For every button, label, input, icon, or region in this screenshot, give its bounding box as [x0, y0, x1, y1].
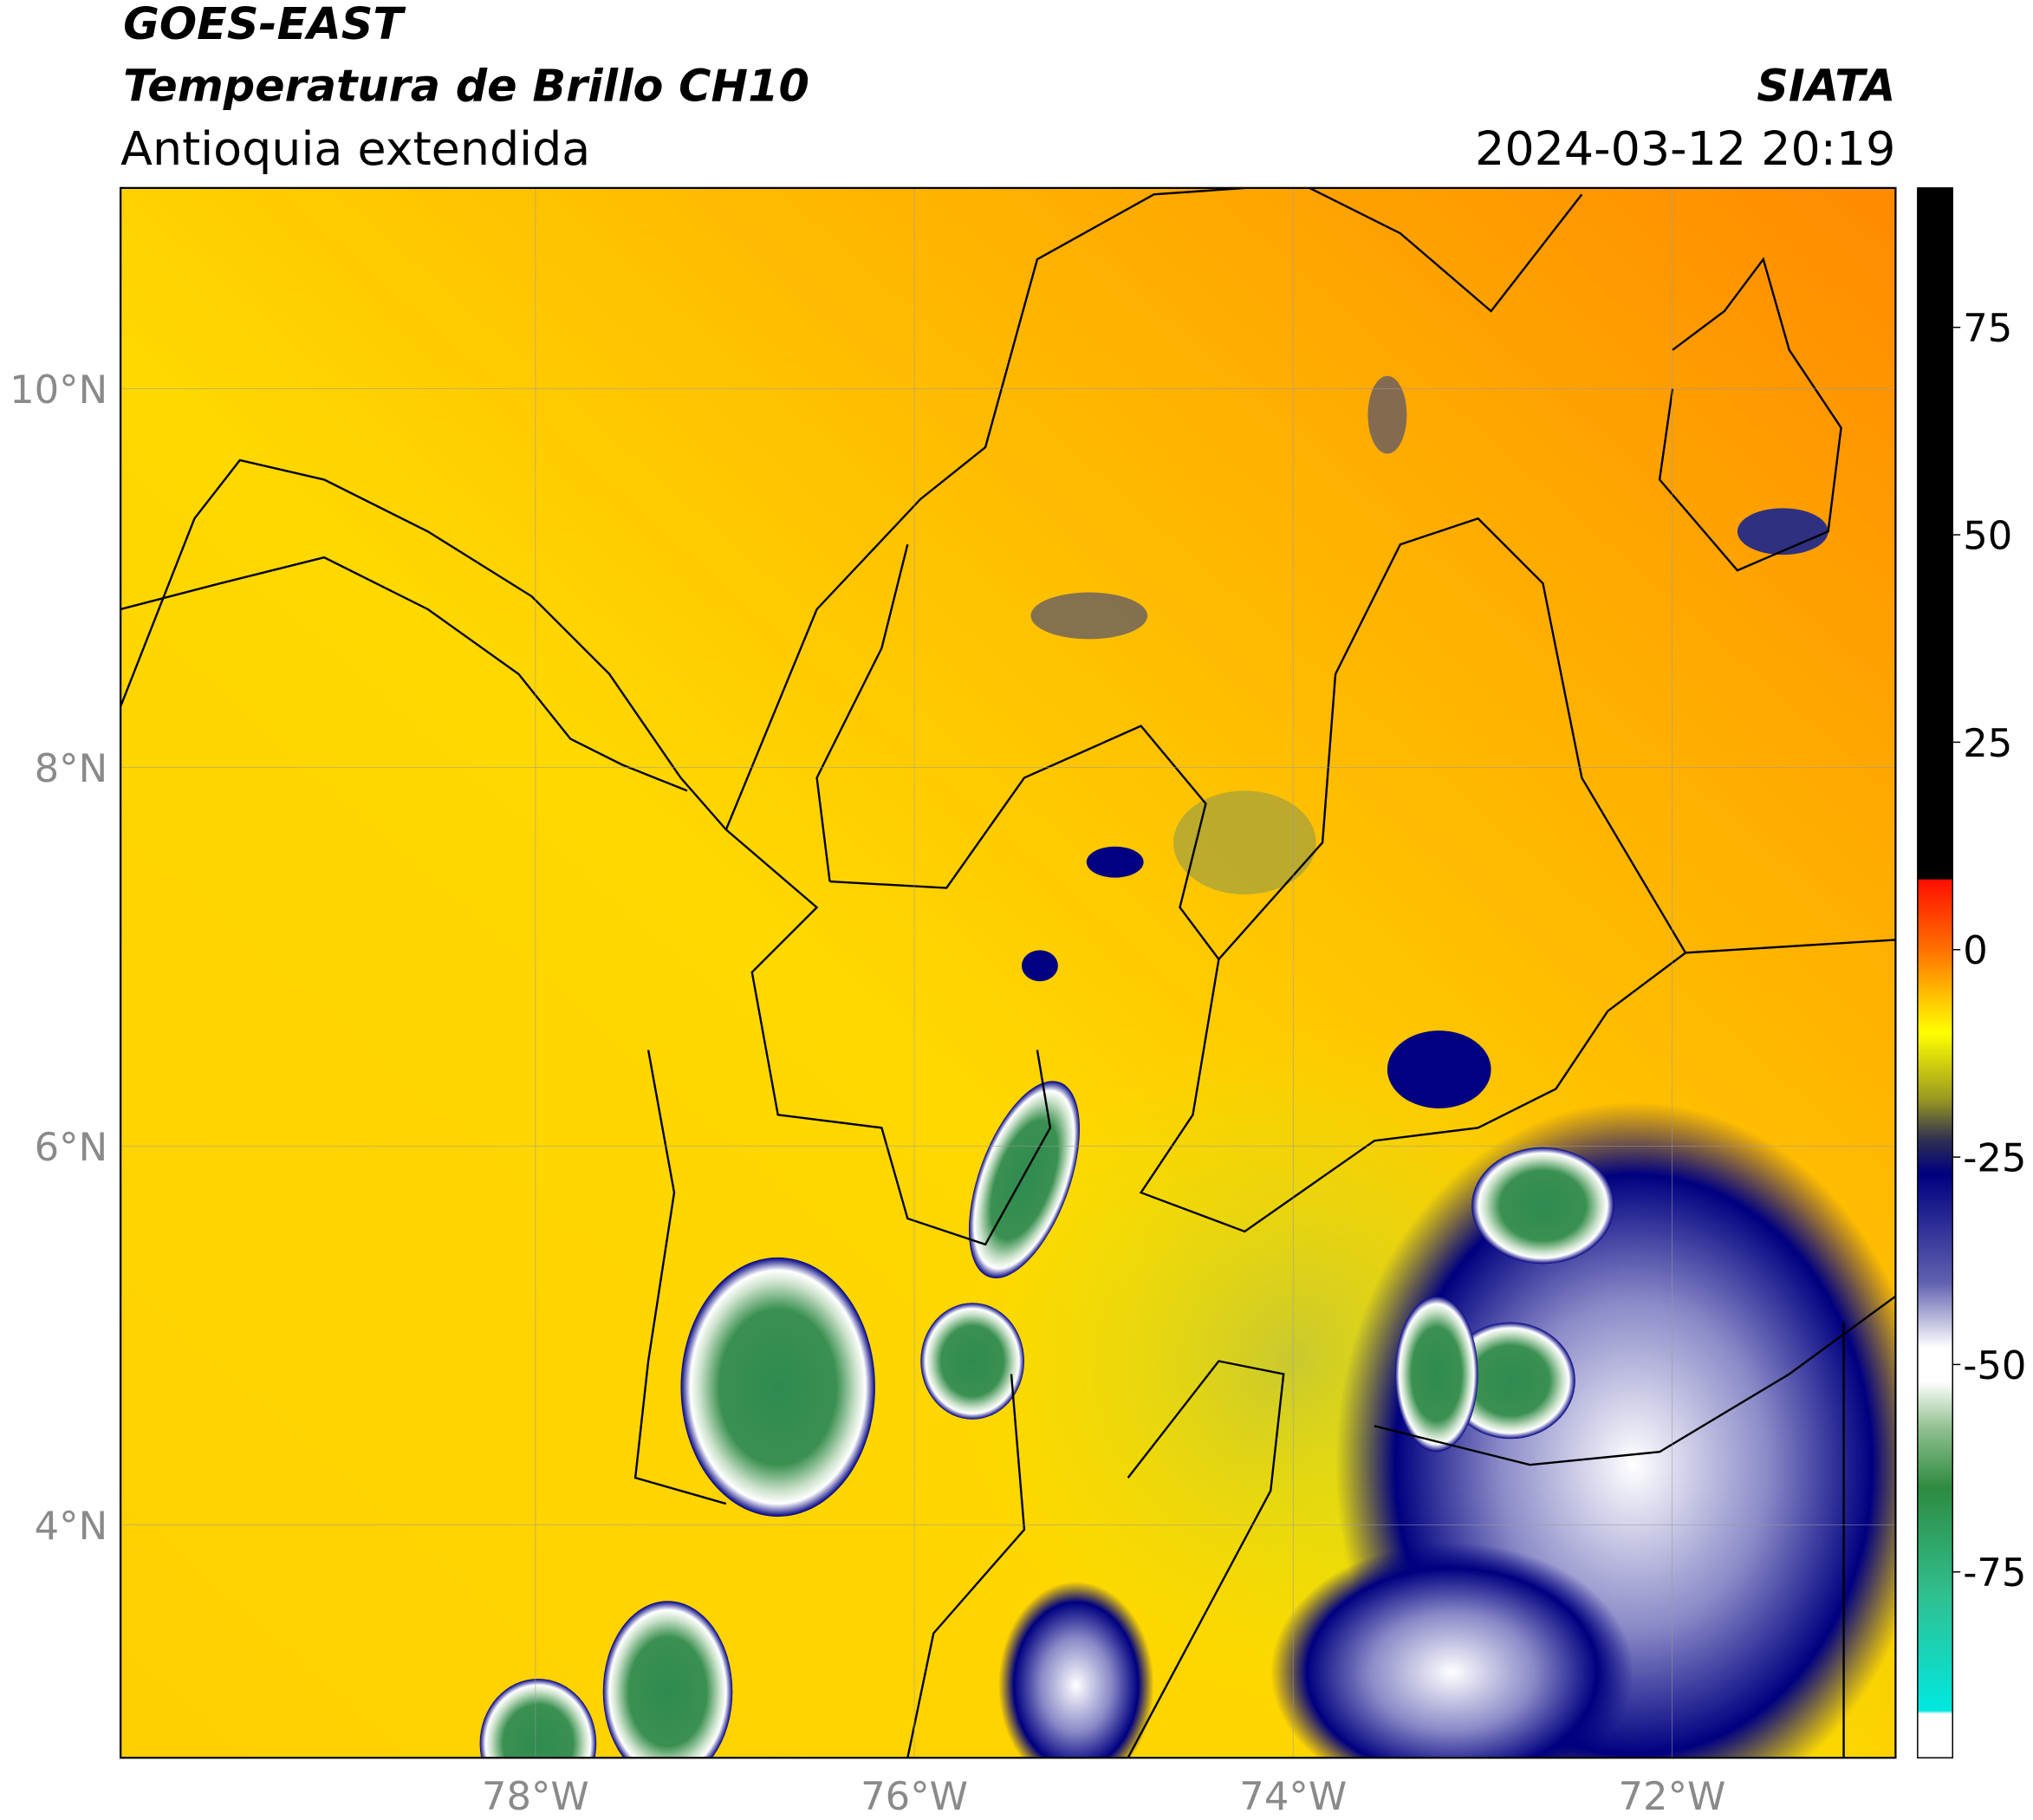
colorbar-tick-label: 75	[1963, 305, 2012, 351]
coastline	[120, 556, 688, 792]
coastline	[120, 458, 727, 831]
x-tick-label: 78°W	[482, 1773, 589, 1819]
x-tick-label: 72°W	[1619, 1773, 1726, 1819]
storm	[1387, 1030, 1491, 1108]
coastline	[1658, 257, 1842, 572]
border	[725, 829, 1052, 1246]
cloud	[1086, 846, 1144, 878]
colorbar-tick-label: 0	[1963, 927, 1988, 973]
subtitle: Temperatura de Brillo CH10	[123, 61, 809, 112]
y-tick-label: 4°N	[35, 1503, 108, 1549]
border	[1127, 1360, 1285, 1758]
y-tick-label: 8°N	[35, 745, 108, 791]
cloud	[1021, 950, 1058, 982]
title: GOES-EAST	[123, 0, 406, 49]
source: SIATA	[1757, 61, 1895, 112]
storm-core	[920, 1303, 1024, 1420]
coastline	[633, 1050, 727, 1505]
storm	[998, 1581, 1154, 1758]
border	[815, 543, 909, 882]
storm-core	[602, 1601, 733, 1758]
border	[1374, 1295, 1896, 1466]
storm-core	[968, 1081, 1080, 1278]
datetime: 2024-03-12 20:19	[1475, 121, 1895, 176]
storm-core	[680, 1257, 875, 1517]
colorbar-tick-label: 25	[1963, 720, 2012, 766]
border	[1309, 187, 1583, 313]
colorbar-tick-label: 50	[1963, 513, 2012, 559]
cloud	[1173, 790, 1316, 895]
cloud	[1030, 592, 1148, 640]
colorbar	[1917, 187, 1953, 1758]
storm-core	[1445, 1322, 1575, 1440]
storm-core	[1394, 1296, 1478, 1453]
border	[906, 1374, 1026, 1758]
border	[1139, 952, 1686, 1233]
region: Antioquia extendida	[120, 121, 590, 176]
colorbar-tick-label: -25	[1963, 1135, 2026, 1181]
colorbar-tick-label: -75	[1963, 1550, 2026, 1596]
coastline	[724, 187, 1245, 830]
x-tick-label: 74°W	[1239, 1773, 1347, 1819]
y-tick-label: 10°N	[10, 367, 107, 413]
y-tick-label: 6°N	[35, 1124, 108, 1170]
storm-core	[479, 1678, 597, 1758]
storm-core	[1471, 1147, 1614, 1264]
colorbar-tick-label: -50	[1963, 1342, 2026, 1388]
storm	[1270, 1542, 1634, 1758]
x-tick-label: 76°W	[861, 1773, 968, 1819]
map-frame	[120, 186, 1897, 1759]
map	[120, 187, 1896, 1758]
border	[829, 673, 1337, 961]
cloud	[1737, 508, 1828, 556]
cloud	[1367, 375, 1407, 454]
